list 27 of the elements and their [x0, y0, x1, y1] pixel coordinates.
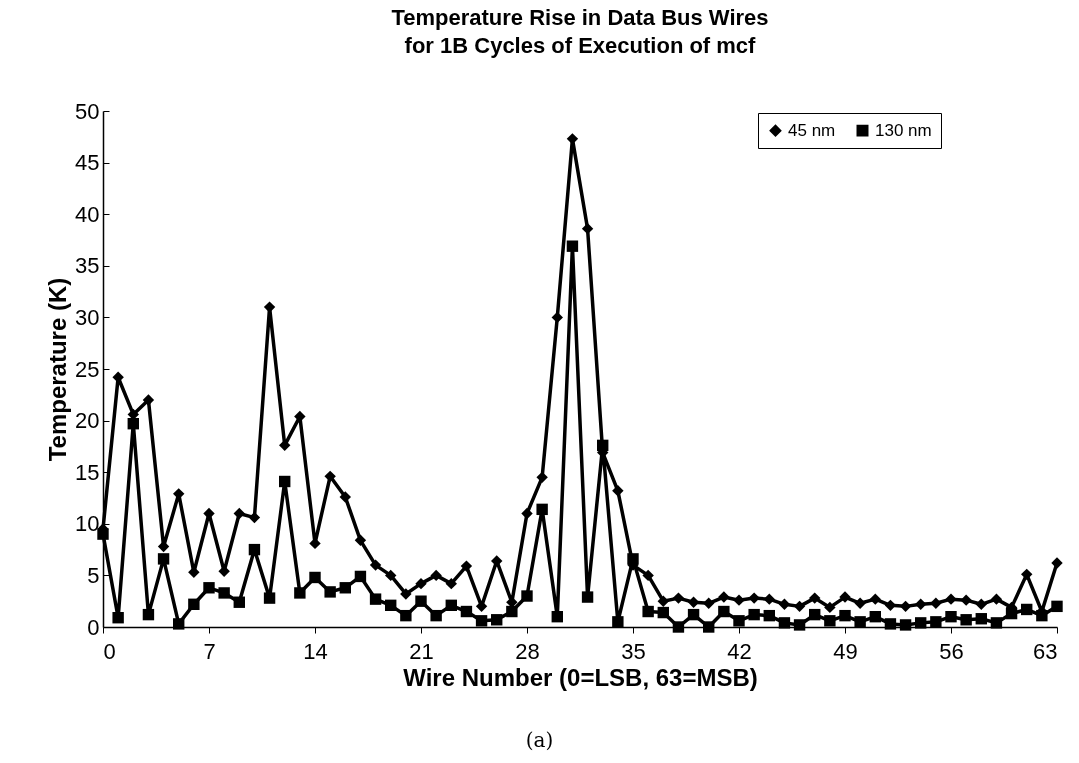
- x-tick-label: 7: [203, 638, 216, 664]
- x-tick-label: 28: [515, 638, 540, 664]
- legend-label: 130 nm: [875, 120, 932, 140]
- x-tick-label: 42: [727, 638, 752, 664]
- y-tick-label: 10: [75, 511, 100, 537]
- legend-label: 45 nm: [788, 120, 836, 140]
- caption: (a): [524, 728, 555, 752]
- x-tick-label: 49: [833, 638, 858, 664]
- x-tick-label: 56: [939, 638, 964, 664]
- y-tick-label: 0: [87, 614, 100, 640]
- x-tick-label: 21: [409, 638, 434, 664]
- x-tick-label: 14: [303, 638, 328, 664]
- y-tick-label: 25: [75, 356, 100, 382]
- y-tick-label: 5: [87, 562, 100, 588]
- y-tick-label: 15: [75, 459, 100, 485]
- y-tick-label: 35: [75, 253, 100, 279]
- x-tick-label: 0: [103, 638, 116, 664]
- y-axis-title: Temperature (K): [44, 277, 72, 462]
- x-tick-label: 63: [1033, 638, 1058, 664]
- x-tick-label: 35: [621, 638, 646, 664]
- chart-title: Temperature Rise in Data Bus Wires for 1B Cycles of Execution of mcf: [391, 5, 769, 58]
- x-axis-title: Wire Number (0=LSB, 63=MSB): [403, 663, 758, 691]
- y-tick-label: 40: [75, 201, 100, 227]
- y-tick-label: 45: [75, 150, 100, 176]
- y-tick-label: 20: [75, 408, 100, 434]
- y-tick-label: 30: [75, 304, 100, 330]
- y-tick-label: 50: [75, 98, 100, 124]
